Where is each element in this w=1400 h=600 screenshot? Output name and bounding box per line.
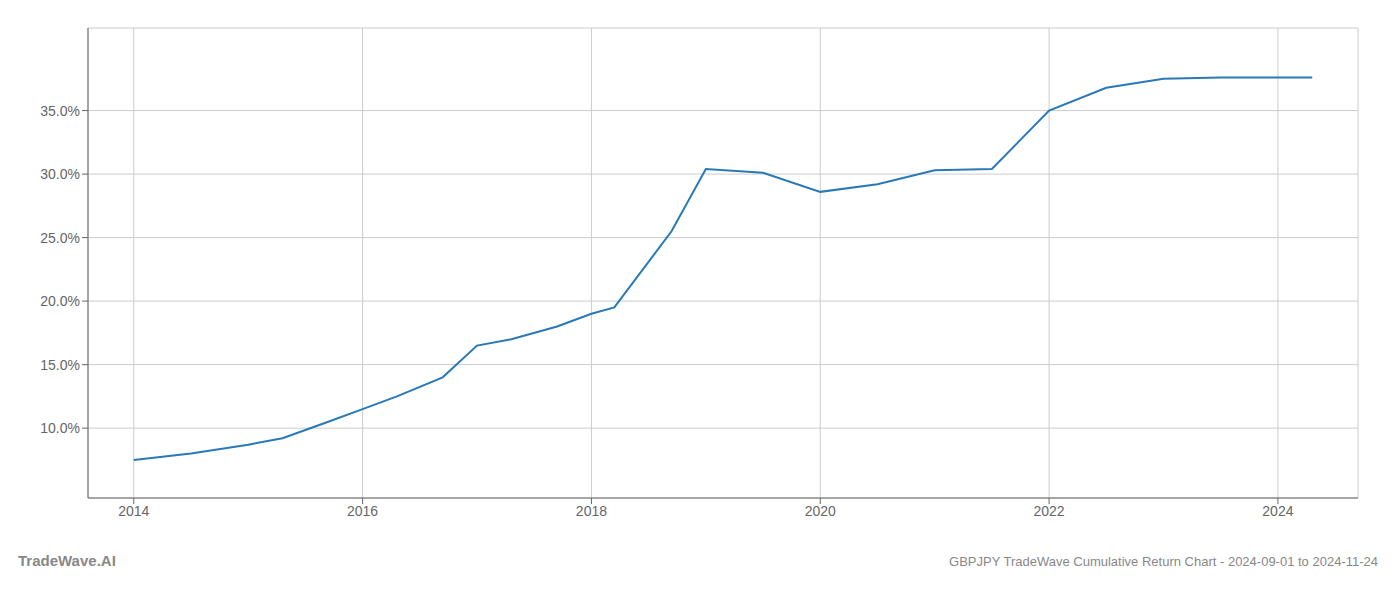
html-text:TradeWave.AI: TradeWave.AI <box>18 552 116 569</box>
svg-text:2018: 2018 <box>576 503 607 519</box>
svg-text:25.0%: 25.0% <box>40 230 80 246</box>
svg-text:20.0%: 20.0% <box>40 293 80 309</box>
html-text:GBPJPY TradeWave Cumulative Re: GBPJPY TradeWave Cumulative Return Chart… <box>949 554 1378 569</box>
svg-text:2016: 2016 <box>347 503 378 519</box>
svg-text:2024: 2024 <box>1262 503 1293 519</box>
svg-text:2014: 2014 <box>118 503 149 519</box>
svg-text:30.0%: 30.0% <box>40 166 80 182</box>
svg-text:10.0%: 10.0% <box>40 420 80 436</box>
svg-text:15.0%: 15.0% <box>40 357 80 373</box>
svg-text:2020: 2020 <box>805 503 836 519</box>
svg-text:2022: 2022 <box>1034 503 1065 519</box>
svg-text:35.0%: 35.0% <box>40 103 80 119</box>
